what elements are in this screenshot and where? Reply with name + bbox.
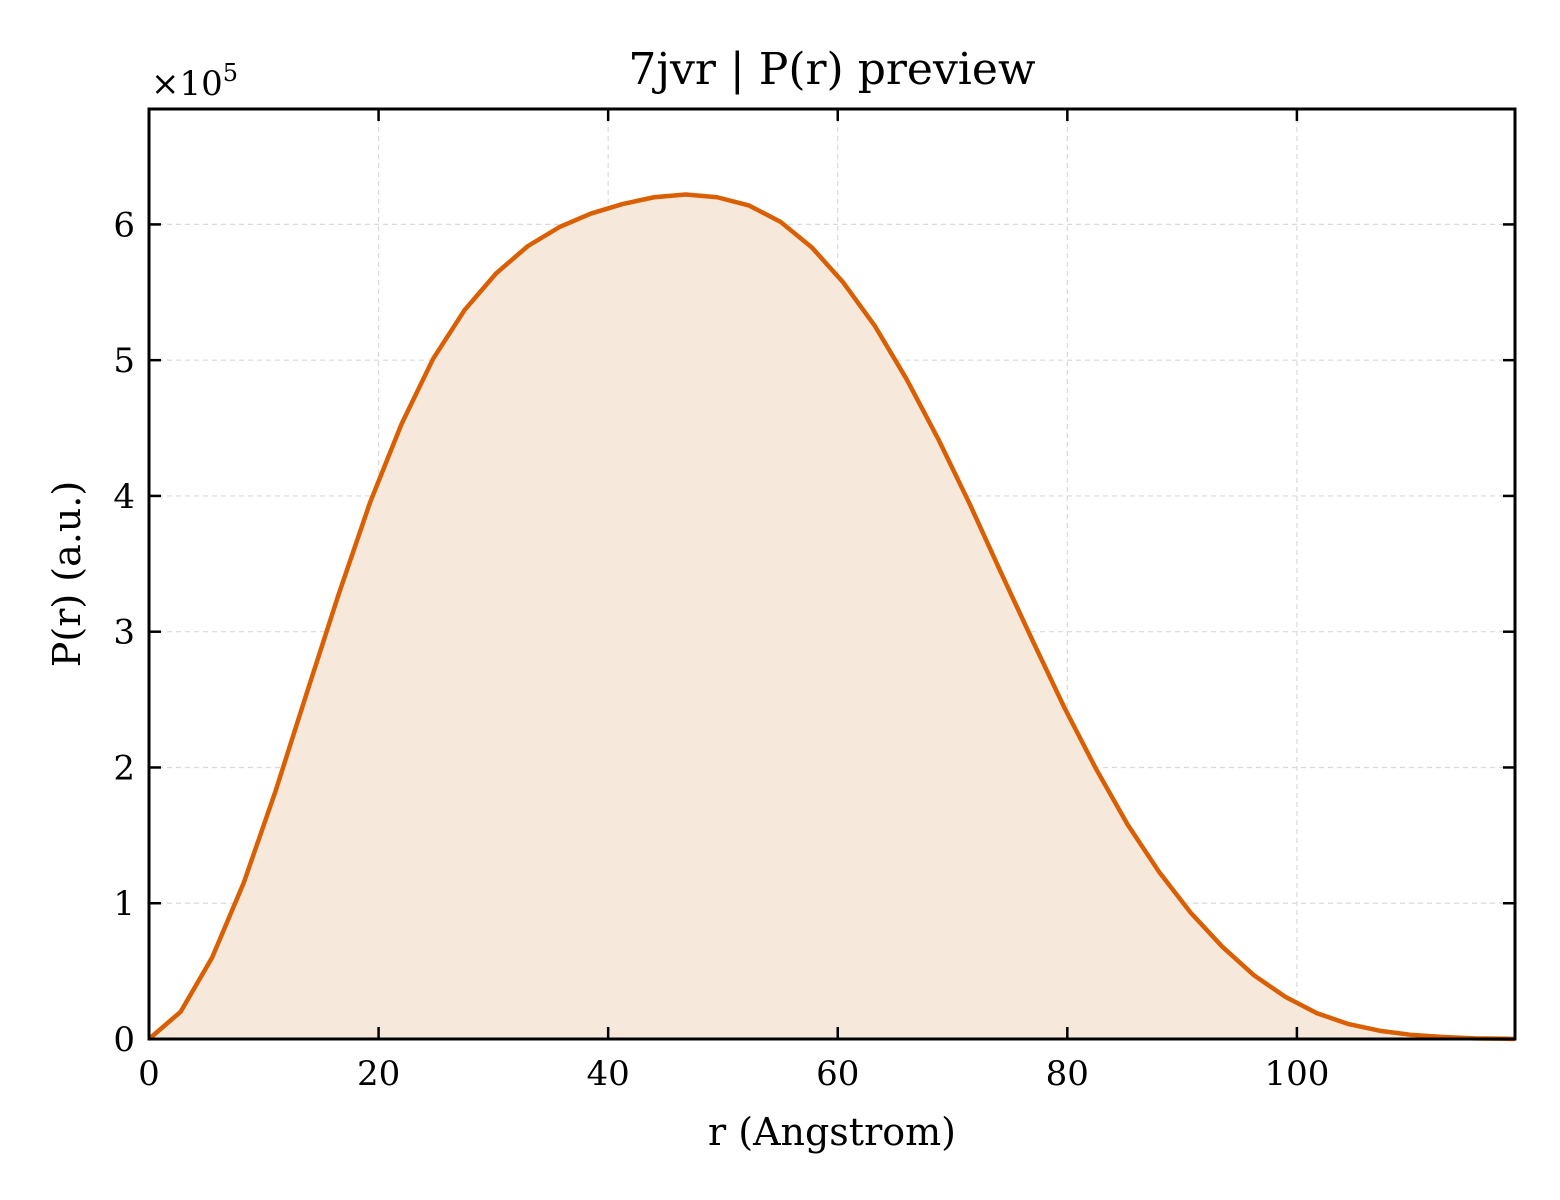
y-axis-label: P(r) (a.u.): [45, 481, 89, 667]
y-tick-label: 4: [113, 477, 135, 517]
plot-frame: [147, 107, 1517, 1041]
y-tick-label: 0: [113, 1020, 135, 1060]
x-tick-label: 100: [1264, 1054, 1329, 1094]
x-tick-label: 60: [816, 1054, 859, 1094]
x-tick-label: 20: [357, 1054, 400, 1094]
y-tick-label: 2: [113, 748, 135, 788]
y-axis-multiplier-exponent: 5: [223, 59, 238, 87]
y-tick-label: 6: [113, 205, 135, 245]
y-tick-label: 3: [113, 613, 135, 653]
y-axis-multiplier-base: ×10: [151, 64, 223, 104]
y-tick-label: 5: [113, 341, 135, 381]
x-tick-label: 40: [587, 1054, 630, 1094]
x-tick-label: 0: [138, 1054, 160, 1094]
y-axis-multiplier: ×105: [151, 59, 238, 104]
x-axis-label: r (Angstrom): [708, 1110, 956, 1154]
x-tick-label: 80: [1046, 1054, 1089, 1094]
chart-title: 7jvr | P(r) preview: [628, 44, 1035, 95]
series-area-fill: [149, 194, 1515, 1039]
series-line: [147, 192, 1516, 1042]
y-tick-label: 1: [113, 884, 135, 924]
